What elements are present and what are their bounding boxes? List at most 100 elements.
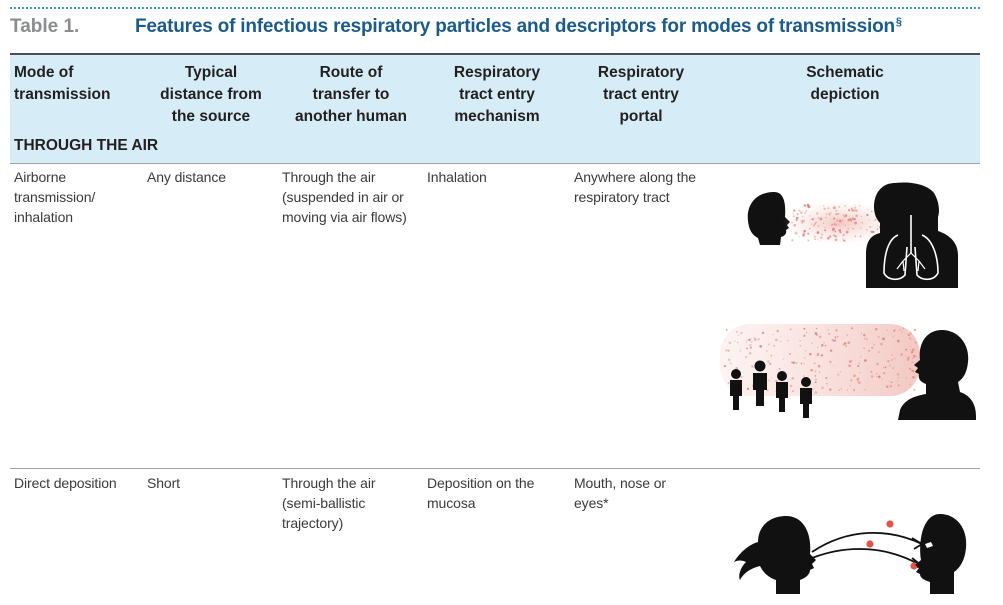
particle (792, 390, 794, 393)
top-dotted-rule (10, 7, 980, 9)
header-route-line: another human (295, 108, 407, 125)
particle (880, 342, 883, 346)
row2-route: Through the air (semi-ballistic trajecto… (282, 473, 422, 533)
particle (811, 218, 814, 221)
particle (850, 327, 853, 330)
particle (734, 340, 736, 342)
particle (850, 379, 853, 382)
particle (875, 327, 878, 331)
direct-deposition-illustration (734, 514, 967, 594)
particle (913, 328, 917, 332)
particle (897, 384, 900, 387)
particle (800, 362, 803, 365)
header-portal-line: portal (619, 108, 663, 125)
particle (834, 336, 837, 339)
particle (877, 375, 881, 379)
particle (801, 221, 804, 224)
particle (792, 213, 794, 215)
particle (851, 217, 855, 221)
particle (889, 385, 893, 388)
particle (833, 339, 836, 342)
particle (851, 217, 854, 220)
particle (870, 370, 873, 373)
particle (819, 240, 821, 242)
row1-mode-line: Airborne (14, 169, 67, 185)
particle (772, 333, 774, 336)
particle (766, 389, 769, 392)
particle (791, 221, 793, 224)
row1-route-line: (suspended in air or (282, 189, 404, 205)
particle (748, 352, 752, 355)
small-people (730, 360, 812, 418)
table-title: Features of infectious respiratory parti… (135, 16, 902, 38)
particle (813, 362, 816, 365)
particle (901, 331, 903, 333)
row1-portal-line: Anywhere along the (574, 169, 696, 185)
particle (839, 371, 841, 373)
particle (851, 208, 855, 212)
particle (837, 213, 840, 215)
particle (868, 219, 870, 221)
row2-mechanism-line: mucosa (427, 495, 476, 511)
particle (817, 352, 820, 355)
particle (802, 219, 806, 223)
particle (887, 360, 890, 363)
particle (803, 204, 807, 207)
particle (769, 362, 772, 366)
particle (865, 338, 869, 341)
particle (846, 389, 849, 391)
particle (791, 361, 794, 364)
particle (906, 358, 910, 361)
particle (894, 329, 896, 331)
particle (815, 327, 818, 330)
particle (840, 388, 842, 390)
airborne-distance-illustration (720, 324, 976, 420)
row2-distance-line: Short (147, 475, 180, 491)
particle (905, 377, 907, 379)
ponytail-head-silhouette (734, 516, 816, 594)
particle (780, 341, 782, 343)
particle (729, 362, 732, 365)
particle (828, 213, 831, 215)
particle (830, 349, 833, 352)
particle (890, 358, 893, 361)
particle (907, 356, 910, 360)
particle (834, 238, 838, 242)
particle (857, 381, 859, 383)
particle (876, 375, 878, 378)
table-label: Table 1. (10, 16, 80, 37)
particle (850, 219, 853, 222)
particle (888, 364, 891, 367)
particle (837, 373, 840, 376)
particle (799, 344, 802, 347)
header-route-line: transfer to (312, 86, 390, 103)
particle (833, 364, 835, 366)
row2-portal-line: eyes* (574, 495, 609, 511)
particle (842, 219, 844, 221)
aerosol-haze (720, 324, 920, 396)
particle (857, 377, 860, 380)
particle (838, 389, 840, 391)
airborne-inhalation-illustration (747, 182, 958, 288)
particle (809, 353, 812, 356)
particle (816, 231, 820, 234)
particle (793, 224, 797, 227)
particle (773, 345, 775, 347)
particle (882, 367, 885, 369)
particle (749, 343, 752, 347)
particle (835, 212, 838, 216)
particle (746, 387, 750, 391)
particle (853, 388, 855, 390)
header-schematic-line: depiction (810, 86, 880, 103)
particle (847, 220, 849, 222)
particle (728, 341, 732, 345)
particle (829, 214, 831, 216)
particle (848, 364, 851, 368)
particle (888, 380, 890, 382)
header-mode: Mode of transmission (14, 62, 144, 106)
particle (827, 207, 830, 210)
particle (727, 349, 729, 352)
particle (751, 365, 754, 368)
particle (900, 353, 903, 356)
particle (844, 205, 847, 207)
